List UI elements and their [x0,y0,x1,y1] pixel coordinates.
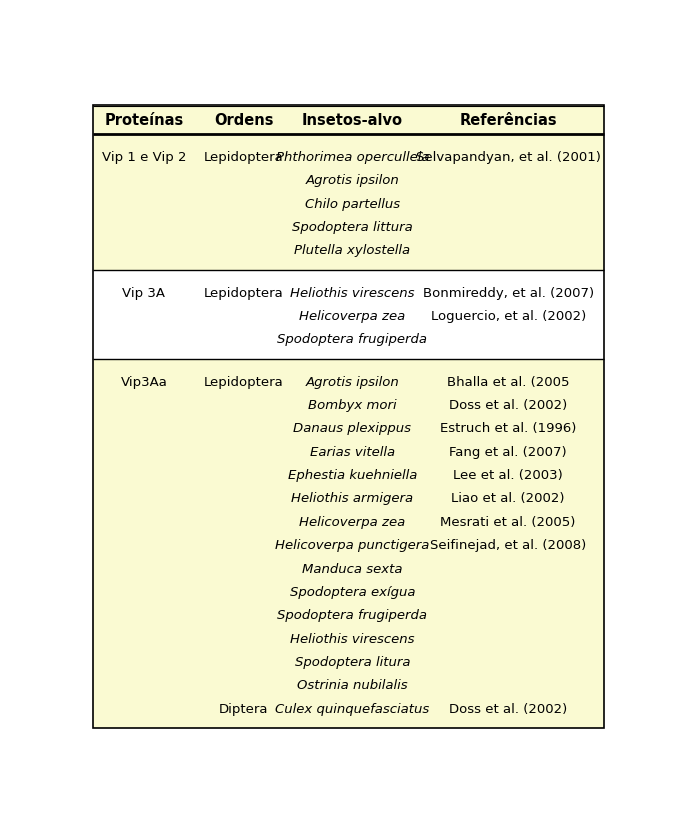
Text: Phthorimea opercullela: Phthorimea opercullela [275,151,429,164]
Text: Plutella xylostella: Plutella xylostella [294,244,411,257]
Text: Manduca sexta: Manduca sexta [302,562,403,575]
Text: Spodoptera litura: Spodoptera litura [294,655,410,668]
Text: Spodoptera littura: Spodoptera littura [292,221,413,234]
Text: Ordens: Ordens [214,112,273,127]
Text: Liao et al. (2002): Liao et al. (2002) [452,492,565,504]
Text: Culex quinquefasciatus: Culex quinquefasciatus [275,702,430,715]
Text: Loguercio, et al. (2002): Loguercio, et al. (2002) [430,309,585,323]
Text: Heliothis virescens: Heliothis virescens [290,632,415,645]
Text: Helicoverpa zea: Helicoverpa zea [299,515,405,528]
Text: Fang et al. (2007): Fang et al. (2007) [449,445,567,458]
Text: Estruch et al. (1996): Estruch et al. (1996) [440,422,577,435]
Text: Spodoptera frugiperda: Spodoptera frugiperda [277,333,427,346]
Text: Danaus plexippus: Danaus plexippus [293,422,411,435]
Text: Lepidoptera: Lepidoptera [204,375,284,388]
Text: Heliothis armigera: Heliothis armigera [291,492,413,504]
Bar [92,105,605,135]
Text: Mesrati et al. (2005): Mesrati et al. (2005) [441,515,576,528]
Text: Spodoptera frugiperda: Spodoptera frugiperda [277,609,427,622]
Text: Seifinejad, et al. (2008): Seifinejad, et al. (2008) [430,538,586,552]
Text: Helicoverpa punctigera: Helicoverpa punctigera [275,538,430,552]
Text: Bombyx mori: Bombyx mori [308,399,396,412]
Bar [92,135,605,270]
Text: Chilo partellus: Chilo partellus [305,198,400,210]
Text: Doss et al. (2002): Doss et al. (2002) [449,702,567,715]
Text: Vip3Aa: Vip3Aa [120,375,167,388]
Bar [92,360,605,729]
Text: Vip 1 e Vip 2: Vip 1 e Vip 2 [101,151,186,164]
Text: Lepidoptera: Lepidoptera [204,151,284,164]
Text: Agrotis ipsilon: Agrotis ipsilon [305,375,399,388]
Text: Insetos-alvo: Insetos-alvo [302,112,403,127]
Text: Lepidoptera: Lepidoptera [204,286,284,299]
Text: Agrotis ipsilon: Agrotis ipsilon [305,174,399,187]
Text: Lee et al. (2003): Lee et al. (2003) [454,469,563,481]
Text: Bhalla et al. (2005: Bhalla et al. (2005 [447,375,569,388]
Text: Doss et al. (2002): Doss et al. (2002) [449,399,567,412]
Text: Ostrinia nubilalis: Ostrinia nubilalis [297,679,408,691]
Text: Heliothis virescens: Heliothis virescens [290,286,415,299]
Text: Ephestia kuehniella: Ephestia kuehniella [288,469,417,481]
Text: Selvapandyan, et al. (2001): Selvapandyan, et al. (2001) [415,151,600,164]
Text: Bonmireddy, et al. (2007): Bonmireddy, et al. (2007) [422,286,594,299]
Text: Helicoverpa zea: Helicoverpa zea [299,309,405,323]
Text: Earias vitella: Earias vitella [310,445,395,458]
Text: Vip 3A: Vip 3A [122,286,165,299]
Bar [92,270,605,360]
Text: Proteínas: Proteínas [104,112,184,127]
Text: Referências: Referências [459,112,557,127]
Text: Spodoptera exígua: Spodoptera exígua [290,586,415,598]
Text: Diptera: Diptera [219,702,269,715]
